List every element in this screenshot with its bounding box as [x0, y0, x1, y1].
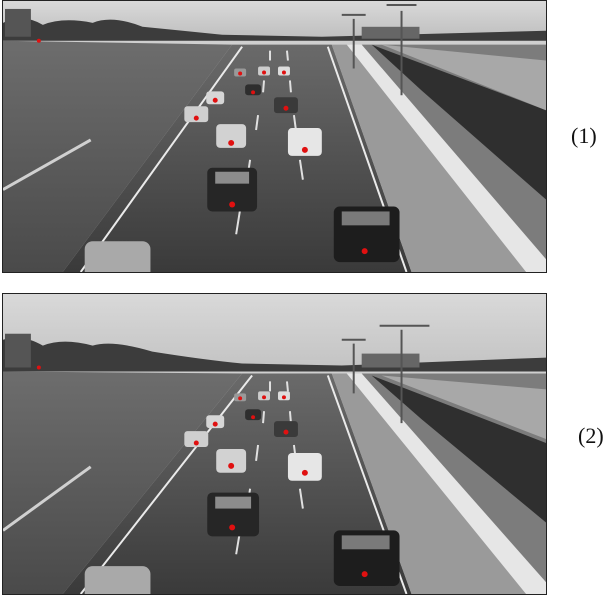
panel-label-2: (2)	[578, 423, 604, 448]
light-poles	[341, 3, 417, 96]
detection-marker	[262, 70, 267, 75]
building-far	[361, 353, 420, 368]
detection-marker	[229, 524, 236, 531]
highway-road	[62, 44, 412, 272]
car-window	[215, 171, 250, 184]
car	[287, 452, 322, 481]
detection-marker	[212, 421, 218, 427]
detection-marker	[238, 71, 243, 76]
detection-marker	[229, 201, 236, 208]
detection-marker	[36, 38, 41, 43]
car	[206, 415, 225, 429]
panel-label-1: (1)	[571, 123, 597, 148]
detection-marker	[238, 396, 243, 401]
car	[274, 421, 298, 438]
detection-marker	[36, 365, 41, 370]
grass-left	[3, 40, 233, 272]
light-poles	[341, 324, 430, 424]
highway-scene-1	[3, 1, 546, 272]
barrier-wall	[346, 44, 546, 272]
lane-dash-2	[285, 50, 304, 180]
traffic-photo-panel-1	[2, 0, 547, 273]
vehicles	[84, 66, 400, 272]
barrier-wall	[346, 373, 546, 594]
detection-marker	[212, 97, 218, 103]
guard-rail	[3, 465, 92, 532]
car	[184, 106, 209, 123]
frontage-road	[381, 375, 546, 440]
detection-marker	[251, 415, 256, 420]
detection-marker	[262, 395, 267, 400]
detection-marker	[361, 248, 368, 255]
car-window	[341, 211, 390, 226]
traffic-photo-panel-2	[2, 293, 547, 595]
car	[216, 448, 247, 473]
lane-dash-1	[235, 381, 272, 555]
car	[245, 84, 262, 96]
car	[245, 409, 262, 421]
detection-marker	[228, 462, 235, 469]
detection-marker	[283, 429, 289, 435]
dirt-berm	[371, 375, 546, 523]
detection-marker	[193, 440, 199, 446]
detection-marker	[301, 469, 308, 476]
dirt-berm	[371, 44, 546, 200]
detection-marker	[281, 70, 286, 75]
detection-markers	[36, 365, 368, 578]
building-left	[4, 333, 31, 368]
detection-marker	[283, 105, 289, 111]
car	[216, 124, 247, 148]
car	[287, 128, 322, 156]
detection-marker	[301, 146, 308, 153]
detection-marker	[228, 139, 235, 146]
detection-markers	[36, 38, 368, 255]
car-window	[341, 535, 390, 550]
car	[274, 97, 298, 114]
detection-marker	[361, 571, 368, 578]
lane-dash-1	[235, 50, 272, 235]
lane-edge-left	[79, 46, 243, 272]
vehicles	[84, 391, 400, 594]
building-far	[361, 26, 420, 39]
car-window	[215, 496, 252, 509]
car	[184, 431, 209, 447]
lane-dash-2	[285, 381, 304, 509]
building-left	[4, 8, 31, 37]
detection-marker	[251, 90, 256, 95]
car	[84, 566, 151, 594]
highway-road	[62, 373, 412, 594]
grass-left	[3, 371, 243, 594]
detection-marker	[281, 395, 286, 400]
guard-rail	[3, 138, 92, 191]
detection-marker	[193, 115, 199, 121]
car	[84, 241, 151, 272]
highway-scene-2	[3, 294, 546, 594]
